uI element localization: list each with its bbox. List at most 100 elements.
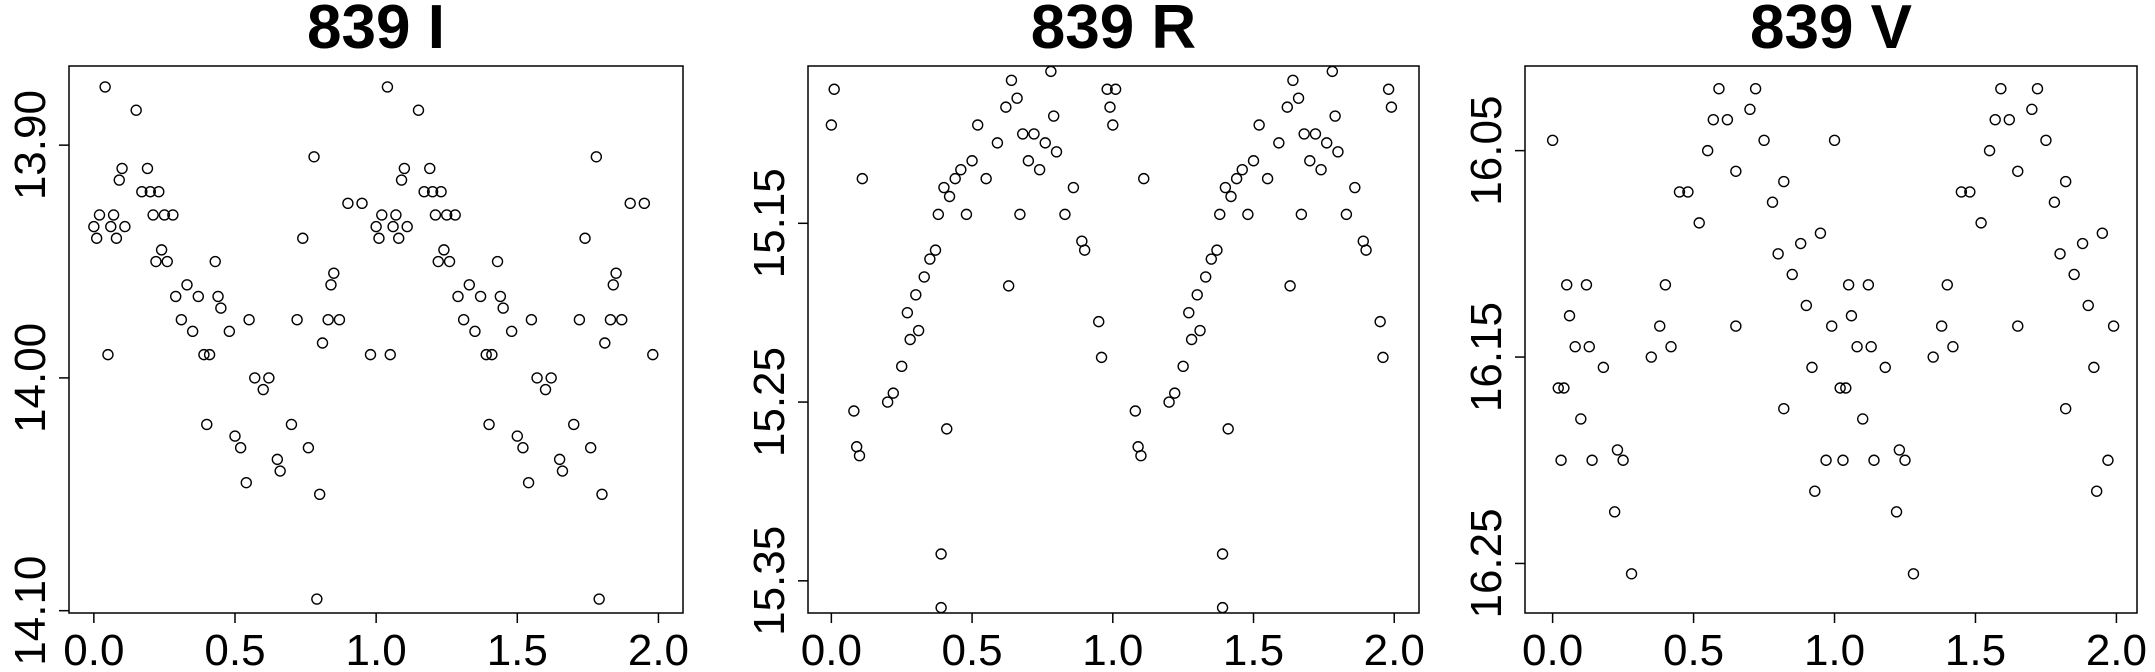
data-point [556, 465, 569, 477]
data-point [136, 185, 148, 198]
x-tick-label: 0.0 [1522, 626, 1583, 672]
data-point [584, 442, 597, 454]
data-point [545, 372, 557, 384]
data-point [373, 232, 385, 244]
data-point [1659, 279, 1672, 291]
data-point [1349, 181, 1361, 194]
data-point [1214, 208, 1226, 221]
data-point [257, 383, 269, 396]
data-point [935, 601, 947, 614]
data-point [1682, 186, 1694, 198]
data-point [155, 244, 168, 256]
data-point [474, 290, 487, 303]
data-point [573, 314, 586, 326]
data-point [418, 185, 430, 198]
y-tick-label: 14.10 [6, 556, 55, 666]
data-point [302, 442, 315, 454]
data-point [1101, 83, 1113, 95]
data-point [88, 220, 100, 233]
data-point [1093, 315, 1105, 328]
data-point [1713, 83, 1725, 95]
data-point [624, 197, 636, 210]
data-point [1851, 341, 1863, 353]
data-point [579, 232, 591, 244]
data-point [170, 290, 182, 303]
data-point [848, 405, 860, 417]
data-point [1177, 360, 1189, 373]
data-point [1552, 382, 1564, 394]
panel-title: 839 I [307, 0, 445, 62]
data-point [1935, 320, 1948, 332]
data-point [539, 383, 552, 396]
data-point [2048, 196, 2061, 208]
data-point [505, 325, 518, 338]
data-point [610, 267, 622, 279]
data-point [387, 220, 399, 233]
data-point [107, 209, 120, 221]
data-point [2026, 103, 2038, 116]
data-point [1857, 413, 1869, 425]
data-point [158, 209, 171, 221]
data-point [1826, 320, 1838, 332]
data-point [904, 333, 916, 346]
data-point [616, 314, 628, 326]
data-point [1242, 208, 1254, 221]
data-point [449, 209, 461, 221]
x-tick-label: 2.0 [628, 626, 689, 672]
data-point [856, 172, 869, 185]
x-tick-label: 2.0 [2086, 626, 2147, 672]
data-point [398, 162, 411, 175]
data-point [1236, 163, 1248, 176]
data-point [1205, 253, 1217, 265]
data-point [1820, 454, 1832, 466]
data-point [1017, 128, 1029, 140]
data-point [1778, 175, 1790, 188]
data-point [1014, 208, 1026, 221]
data-point [1617, 454, 1629, 466]
data-point [1563, 310, 1576, 322]
data-point [1814, 227, 1827, 239]
data-point [1340, 208, 1353, 221]
data-point [181, 279, 193, 291]
data-point [1216, 601, 1229, 614]
data-point [1707, 113, 1720, 126]
plot-frame [1524, 65, 2138, 614]
data-point [1011, 92, 1023, 104]
data-point [553, 453, 566, 466]
data-point [141, 162, 154, 175]
x-tick-label: 1.5 [487, 626, 548, 672]
data-point [938, 181, 950, 194]
data-point [1253, 119, 1265, 131]
data-point [607, 279, 619, 291]
data-point [1809, 485, 1821, 497]
data-point [2059, 402, 2072, 415]
data-point [1665, 341, 1677, 353]
data-point [1586, 454, 1598, 466]
data-point [441, 209, 453, 221]
data-point [457, 314, 470, 326]
data-point [1135, 449, 1147, 462]
data-point [113, 174, 125, 186]
data-point [2090, 485, 2103, 497]
data-point [263, 372, 275, 384]
y-tick-label: 16.15 [1462, 302, 1511, 412]
data-point [1879, 361, 1891, 374]
data-point [1385, 101, 1398, 113]
data-point [522, 476, 535, 489]
data-point [1840, 382, 1852, 394]
data-point [1222, 423, 1234, 435]
data-point [1645, 351, 1657, 363]
data-point [274, 465, 286, 477]
data-point [110, 232, 123, 244]
data-point [1927, 351, 1939, 363]
data-point [2088, 361, 2100, 374]
data-point [1191, 289, 1203, 301]
data-point [2107, 320, 2120, 332]
data-point [929, 244, 942, 256]
data-point [429, 209, 442, 221]
data-point [223, 325, 236, 338]
data-point [271, 453, 284, 466]
data-point [972, 119, 984, 131]
data-point [1983, 144, 1996, 157]
